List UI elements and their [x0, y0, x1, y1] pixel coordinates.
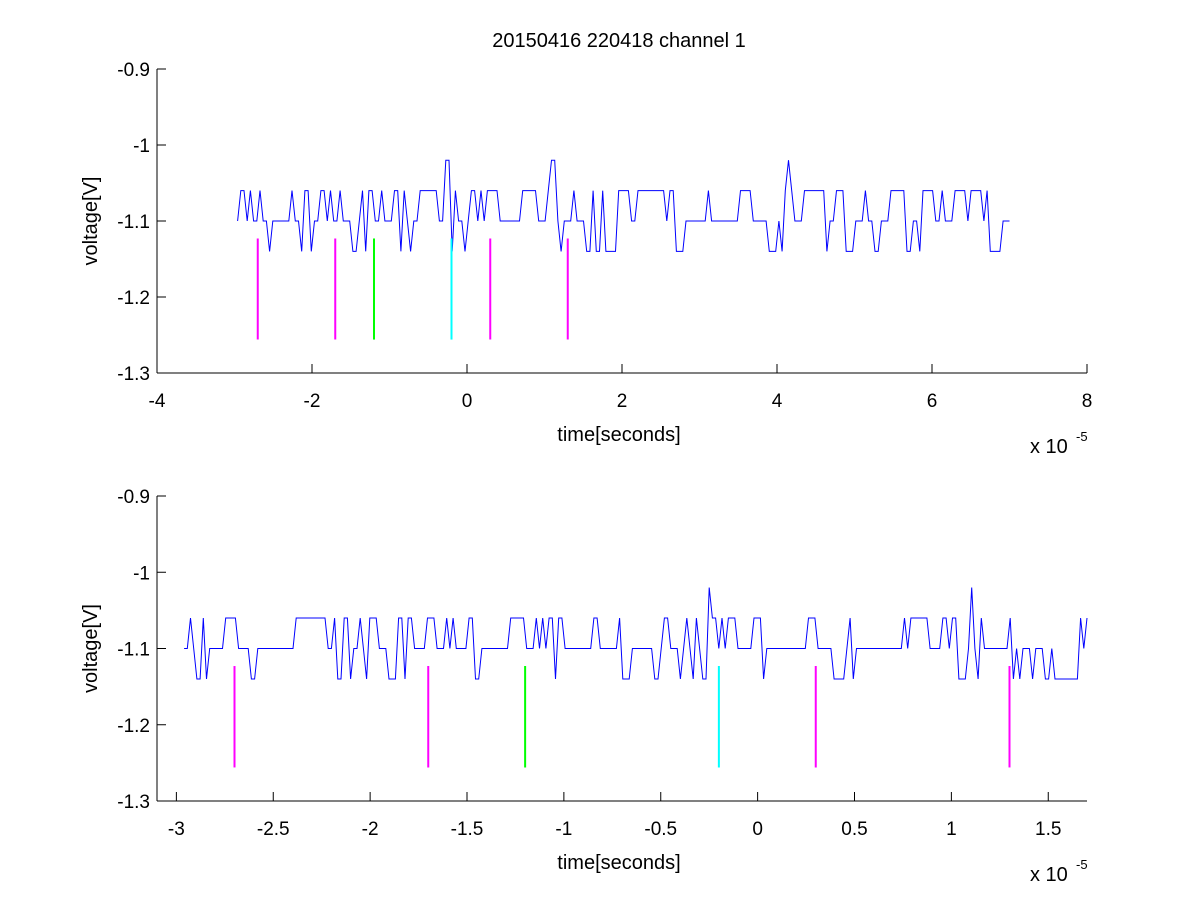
x-tick-label: -2 — [362, 819, 379, 840]
x-tick-label: 1.5 — [1035, 819, 1061, 840]
y-tick-label: -1.2 — [117, 288, 150, 309]
x-tick-label: 0.5 — [841, 819, 867, 840]
y-tick-label: -0.9 — [117, 487, 150, 508]
top-plot: -1.3 -1.2 -1.1 -1 -0.9 -4 -2 0 2 4 6 8 time[seconds]… — [80, 60, 1092, 458]
x-tick-label: -2 — [304, 391, 321, 412]
voltage-trace — [237, 159, 1010, 252]
x-multiplier-exponent: -5 — [1076, 857, 1088, 872]
y-tick-label: -1.1 — [117, 640, 150, 661]
x-tick-label: 6 — [927, 391, 938, 412]
x-multiplier-exponent: -5 — [1076, 429, 1088, 444]
y-tick-label: -1.1 — [117, 212, 150, 233]
x-tick-label: -4 — [149, 391, 166, 412]
x-tick-label: 4 — [772, 391, 783, 412]
y-tick-label: -1 — [133, 136, 150, 157]
x-tick-label: -1 — [555, 819, 572, 840]
x-multiplier-label: x 10 — [1030, 436, 1068, 458]
x-tick-label: 0 — [752, 819, 763, 840]
x-axis-label: time[seconds] — [557, 424, 680, 446]
y-tick-label: -1.3 — [117, 792, 150, 813]
y-tick-label: -1.2 — [117, 716, 150, 737]
y-tick-label: -1.3 — [117, 364, 150, 385]
x-tick-label: -3 — [168, 819, 185, 840]
x-tick-label: -1.5 — [451, 819, 484, 840]
x-tick-label: -2.5 — [257, 819, 290, 840]
x-multiplier-label: x 10 — [1030, 864, 1068, 886]
figure-title: 20150416 220418 channel 1 — [492, 30, 746, 52]
y-axis-label: voltage[V] — [80, 604, 102, 693]
voltage-trace — [184, 587, 1088, 680]
x-tick-label: -0.5 — [644, 819, 677, 840]
x-tick-label: 8 — [1082, 391, 1093, 412]
x-tick-label: 2 — [617, 391, 628, 412]
y-tick-label: -1 — [133, 563, 150, 584]
x-tick-label: 1 — [946, 819, 957, 840]
bottom-plot: -1.3 -1.2 -1.1 -1 -0.9 -3 -2.5 -2 -1.5 -1 -0.5 0 0.5… — [80, 487, 1088, 886]
y-tick-label: -0.9 — [117, 60, 150, 81]
y-axis-label: voltage[V] — [80, 177, 102, 266]
x-tick-label: 0 — [462, 391, 473, 412]
x-axis-label: time[seconds] — [557, 852, 680, 874]
